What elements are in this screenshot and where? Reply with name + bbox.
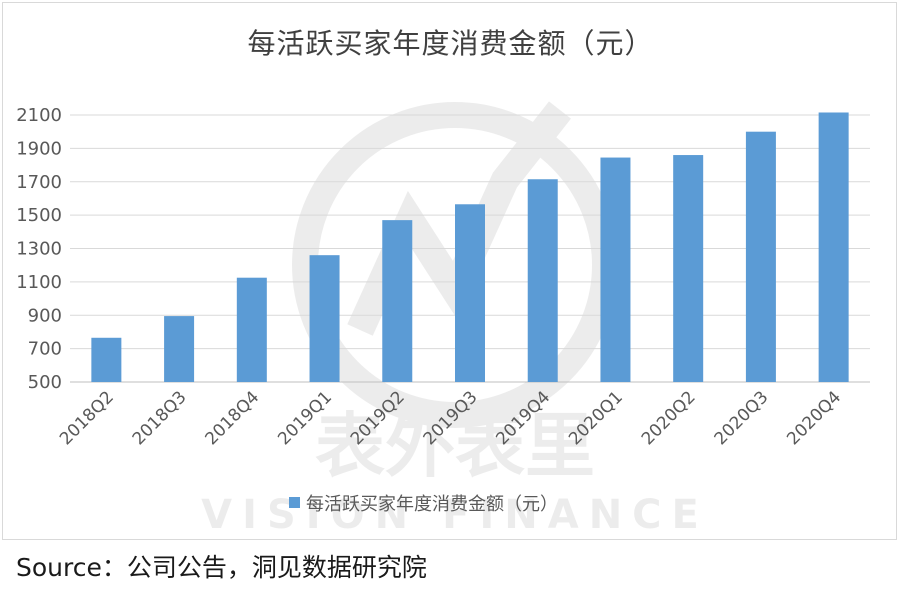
y-tick-label: 1500 — [16, 205, 62, 226]
bar-chart: 表外表里 VISION FINANCE 500 700 900 1100 1300 150… — [16, 101, 870, 538]
bar-2019Q2 — [382, 220, 413, 382]
watermark-text-cn: 表外表里 — [315, 405, 595, 487]
x-tick-label: 2018Q2 — [56, 387, 118, 449]
bar-2018Q3 — [164, 316, 195, 382]
bar-2018Q4 — [236, 277, 267, 382]
bar-2020Q4 — [818, 112, 849, 382]
y-tick-label: 1300 — [16, 239, 62, 260]
source-note: Source：公司公告，洞见数据研究院 — [16, 553, 427, 582]
y-tick-label: 500 — [28, 372, 62, 393]
legend-label: 每活跃买家年度消费金额（元） — [306, 494, 558, 515]
watermark-text-en: VISION FINANCE — [201, 492, 709, 538]
legend: 每活跃买家年度消费金额（元） — [289, 494, 558, 515]
x-tick-label: 2020Q4 — [783, 387, 845, 449]
y-tick-label: 700 — [28, 339, 62, 360]
bar-2020Q2 — [673, 155, 704, 382]
bar-2019Q4 — [527, 179, 558, 382]
x-tick-label: 2020Q3 — [711, 387, 773, 449]
y-tick-label: 2100 — [16, 105, 62, 126]
bar-2020Q1 — [600, 157, 631, 382]
bar-2019Q1 — [309, 255, 340, 382]
bar-2019Q3 — [455, 204, 485, 382]
x-tick-label: 2020Q2 — [638, 387, 700, 449]
y-tick-label: 1700 — [16, 172, 62, 193]
chart-title: 每活跃买家年度消费金额（元） — [247, 27, 654, 60]
x-tick-label: 2018Q4 — [202, 387, 264, 449]
bar-2018Q2 — [91, 337, 122, 382]
bar-2020Q3 — [745, 131, 776, 382]
y-tick-label: 1100 — [16, 272, 62, 293]
y-tick-label: 1900 — [16, 138, 62, 159]
y-tick-label: 900 — [28, 305, 62, 326]
x-tick-label: 2018Q3 — [129, 387, 191, 449]
legend-swatch — [289, 497, 300, 508]
